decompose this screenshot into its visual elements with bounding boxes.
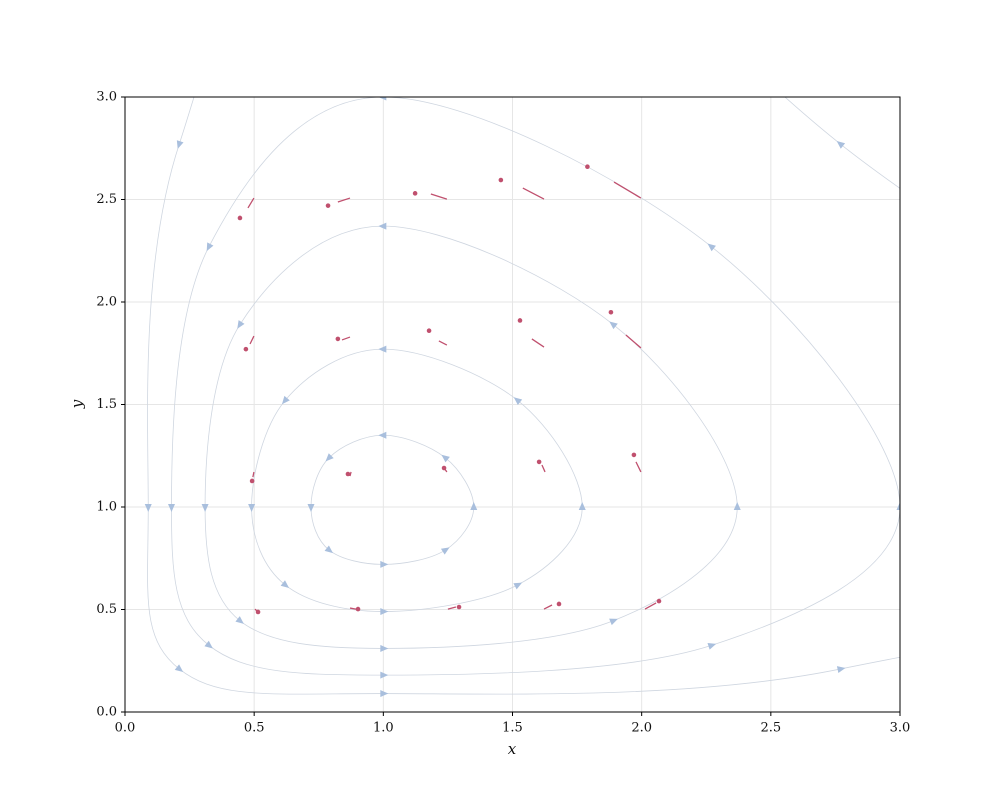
streamline (251, 348, 583, 612)
point (412, 191, 418, 196)
stream-arrow (237, 320, 245, 329)
point (556, 601, 562, 607)
stream-arrow (378, 222, 387, 230)
stream-arrow (281, 395, 290, 405)
point (585, 164, 590, 169)
stream-arrow (235, 616, 244, 624)
stream-arrow (204, 640, 213, 649)
stream-arrow (378, 345, 387, 353)
stream-arrow (168, 504, 175, 512)
streamline (204, 225, 738, 649)
stream-arrow (470, 502, 478, 510)
y-tick-label: 0.0 (96, 705, 117, 720)
x-tick-label: 3.0 (890, 721, 911, 736)
x-tick-label: 0.0 (115, 721, 136, 736)
ticks: 0.0 0.5 1.0 1.5 2.0 2.5 3.0 0.0 0.5 1.0 1.5 2.0 2.5 3… (96, 90, 910, 736)
stream-arrow (380, 671, 389, 679)
plot-area (144, 97, 900, 698)
stream-arrow (441, 454, 450, 463)
point (426, 328, 432, 334)
stream-arrow (174, 664, 184, 673)
stream-arrow (896, 502, 900, 510)
stream-arrow (176, 140, 184, 149)
stream-arrow (609, 618, 618, 626)
stream-arrow (206, 242, 214, 252)
point (249, 478, 255, 484)
point (517, 318, 523, 323)
streamline (147, 97, 900, 695)
stream-arrow (707, 243, 716, 252)
point (456, 604, 462, 610)
stream-arrow (733, 502, 741, 510)
stream-arrow (513, 582, 523, 590)
point (608, 309, 614, 315)
stream-arrow (201, 504, 209, 512)
y-tick-label: 1.5 (96, 397, 117, 412)
stream-arrow (380, 644, 389, 652)
point (631, 452, 637, 458)
x-tick-label: 2.0 (631, 721, 652, 736)
stream-arrow (307, 504, 315, 512)
point (325, 203, 331, 208)
point (498, 177, 504, 183)
point (243, 346, 249, 352)
streamline (171, 97, 900, 676)
stream-arrow (378, 97, 387, 101)
point (335, 336, 341, 342)
point (656, 598, 662, 604)
y-tick-label: 3.0 (96, 90, 117, 105)
stream-arrow (380, 690, 389, 698)
y-tick-label: 2.5 (96, 192, 117, 207)
stream-arrow (440, 547, 450, 555)
point (355, 606, 361, 612)
x-tick-label: 0.5 (244, 721, 265, 736)
y-tick-label: 2.0 (96, 295, 117, 310)
stream-arrow (324, 545, 333, 554)
x-tick-label: 1.5 (502, 721, 523, 736)
stream-arrow (707, 642, 717, 650)
point (536, 459, 542, 465)
stream-arrow (578, 502, 586, 510)
stream-arrow (513, 397, 523, 406)
stream-arrow (144, 504, 152, 512)
stream-arrow (325, 453, 334, 462)
stream-arrow (378, 431, 387, 439)
stream-arrow (836, 141, 846, 149)
point (345, 471, 351, 477)
y-axis-label: y (68, 399, 86, 409)
stream-arrow (836, 666, 846, 673)
segment-line (247, 181, 657, 613)
x-axis-label: x (508, 740, 517, 758)
y-tick-label: 0.5 (96, 602, 117, 617)
point (237, 215, 243, 221)
stream-arrow (380, 560, 389, 568)
x-tick-label: 2.5 (760, 721, 781, 736)
stream-arrow (248, 504, 256, 512)
x-tick-label: 1.0 (373, 721, 394, 736)
stream-arrow (609, 321, 618, 330)
stream-arrow (280, 580, 290, 589)
stream-arrow (380, 608, 389, 616)
y-tick-label: 1.0 (96, 500, 117, 515)
